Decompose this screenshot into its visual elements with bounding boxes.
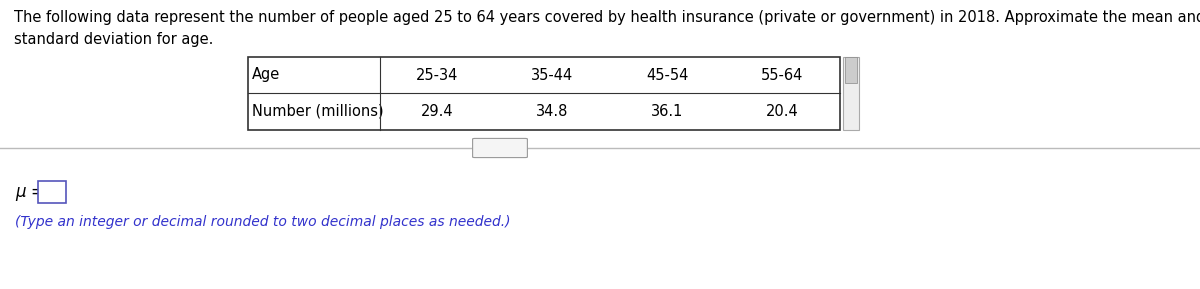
Text: 55-64: 55-64 xyxy=(761,68,804,82)
Text: Age: Age xyxy=(252,68,281,82)
Text: 45-54: 45-54 xyxy=(647,68,689,82)
Text: μ =: μ = xyxy=(14,183,44,201)
Text: 34.8: 34.8 xyxy=(536,104,569,119)
Text: 20.4: 20.4 xyxy=(766,104,799,119)
Text: 29.4: 29.4 xyxy=(421,104,454,119)
Text: The following data represent the number of people aged 25 to 64 years covered by: The following data represent the number … xyxy=(14,10,1200,25)
Text: Number (millions): Number (millions) xyxy=(252,104,384,119)
Text: 36.1: 36.1 xyxy=(652,104,684,119)
Text: ···: ··· xyxy=(494,143,505,153)
Text: standard deviation for age.: standard deviation for age. xyxy=(14,32,214,47)
Text: 35-44: 35-44 xyxy=(532,68,574,82)
Text: (Type an integer or decimal rounded to two decimal places as needed.): (Type an integer or decimal rounded to t… xyxy=(14,215,510,229)
Text: 25-34: 25-34 xyxy=(416,68,458,82)
